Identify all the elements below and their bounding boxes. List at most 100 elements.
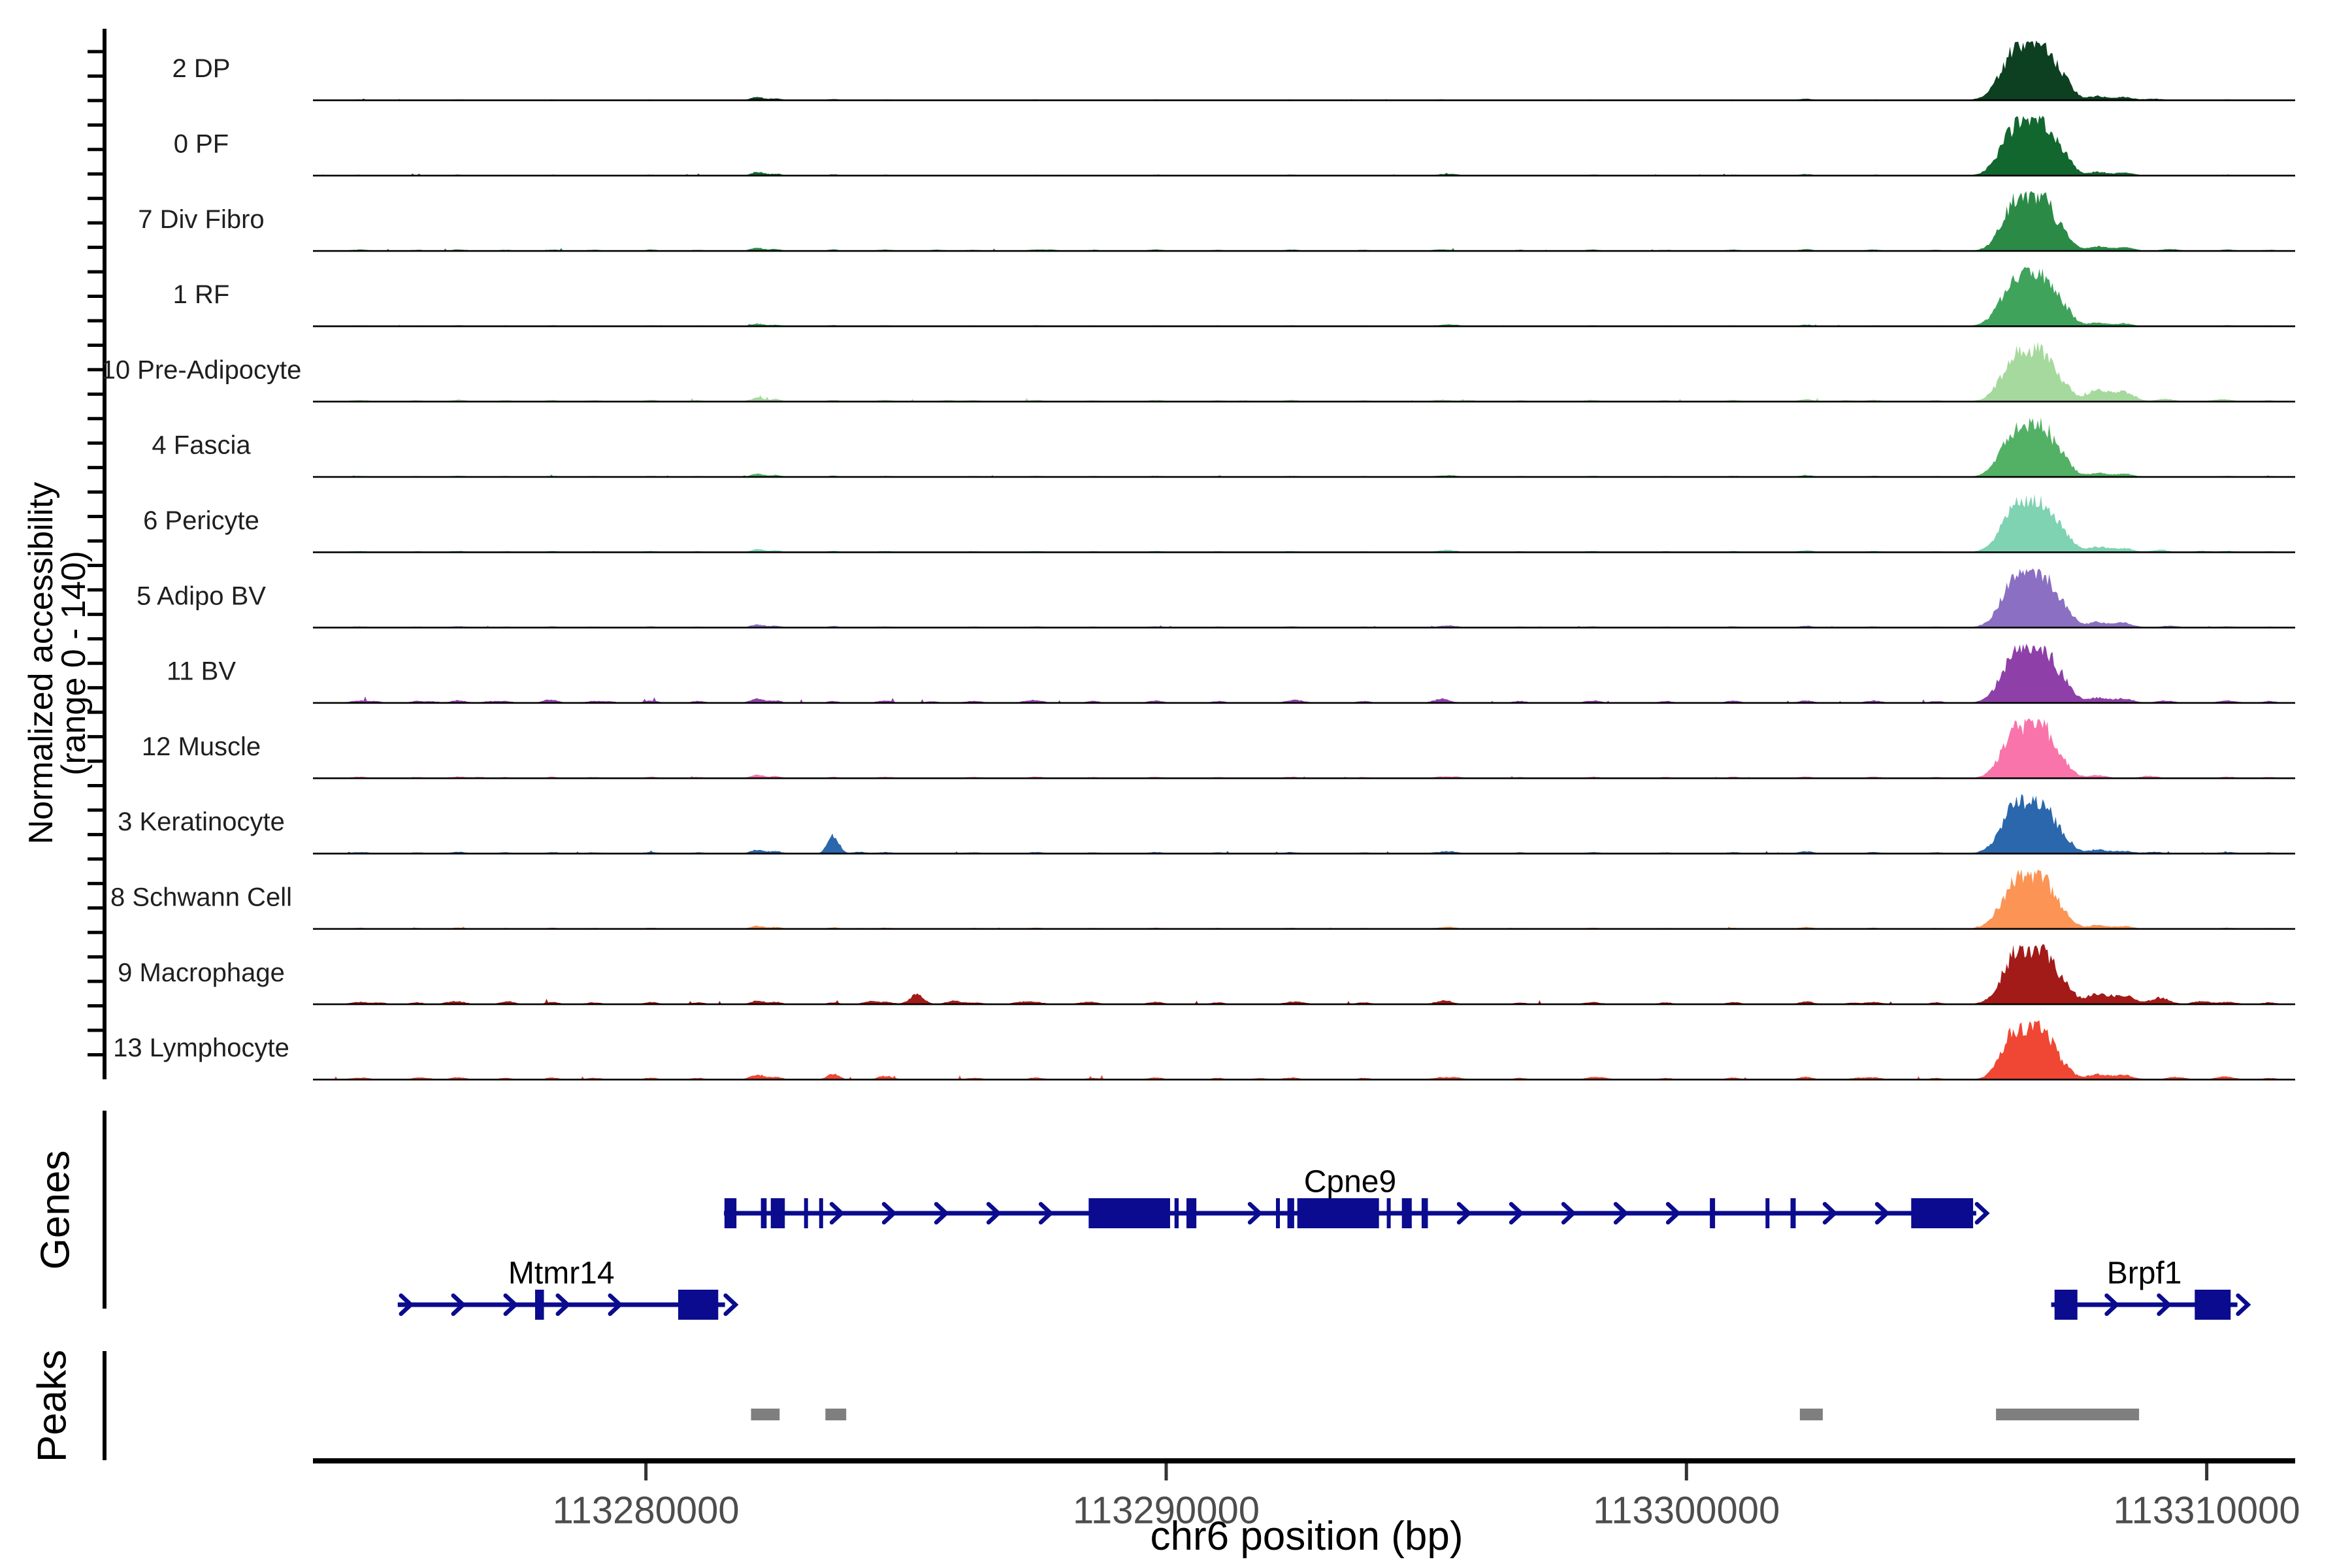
track-baseline	[313, 1003, 2295, 1005]
y-axis-tick	[88, 221, 103, 225]
y-axis-tick	[88, 710, 103, 714]
strand-arrow-icon	[1665, 1201, 1681, 1225]
track-label: 11 BV	[167, 657, 236, 686]
y-axis-tick	[88, 50, 103, 54]
y-axis-tick	[88, 1053, 103, 1056]
strand-arrow-icon	[555, 1293, 571, 1316]
gene-exon	[2195, 1290, 2231, 1320]
track-label: 10 Pre-Adipocyte	[101, 355, 302, 384]
gene-exon	[1088, 1198, 1170, 1228]
y-axis-tick	[88, 857, 103, 861]
coverage-track-area	[313, 494, 2295, 552]
strand-arrow-icon	[1974, 1201, 1990, 1225]
y-axis-tick	[88, 686, 103, 690]
y-axis-tick	[88, 343, 103, 347]
y-axis-tick	[88, 172, 103, 176]
gene-exon	[760, 1198, 767, 1228]
x-axis-line	[313, 1458, 2295, 1463]
strand-arrow-icon	[1509, 1201, 1524, 1225]
track-label: 3 Keratinocyte	[118, 808, 285, 836]
gene-exon	[804, 1198, 808, 1228]
peak-box	[1799, 1409, 1823, 1420]
gene-exon	[1710, 1198, 1716, 1228]
coverage-track-area	[313, 417, 2295, 477]
coverage-track-area	[313, 342, 2295, 402]
peaks-panel-label: Peaks	[30, 1350, 75, 1462]
gene-exon	[1421, 1198, 1428, 1228]
gene-label: Mtmr14	[508, 1256, 615, 1291]
strand-arrow-icon	[1561, 1201, 1576, 1225]
track-baseline	[313, 551, 2295, 553]
coverage-track-area	[313, 719, 2295, 778]
y-axis-label-line2: (range 0 - 140)	[55, 551, 93, 776]
y-axis-tick	[88, 74, 103, 78]
gene-exon	[1287, 1198, 1294, 1228]
x-tick	[644, 1463, 648, 1480]
track-baseline	[313, 627, 2295, 629]
x-tick-label: 113300000	[1593, 1490, 1780, 1532]
track-baseline	[313, 174, 2295, 177]
gene-body-line	[397, 1302, 725, 1307]
strand-arrow-icon	[934, 1201, 949, 1225]
track-baseline	[313, 250, 2295, 252]
y-axis-tick	[88, 392, 103, 396]
track-baseline	[313, 99, 2295, 101]
track-baseline	[313, 1079, 2295, 1081]
coverage-track-area	[313, 644, 2295, 703]
track-label: 6 Pericyte	[143, 506, 259, 535]
gene-exon	[678, 1290, 719, 1320]
x-tick	[1684, 1463, 1688, 1480]
strand-arrow-icon	[608, 1293, 623, 1316]
y-axis-tick	[88, 417, 103, 421]
peak-box	[751, 1409, 780, 1420]
strand-arrow-icon	[2157, 1293, 2172, 1316]
peaks-axis-line	[103, 1351, 106, 1460]
y-axis-tick	[88, 319, 103, 323]
track-baseline	[313, 928, 2295, 930]
track-label: 13 Lymphocyte	[113, 1034, 289, 1062]
gene-label: Cpne9	[1304, 1165, 1396, 1200]
y-axis-tick	[88, 930, 103, 934]
gene-model: Mtmr14	[397, 1256, 739, 1320]
coverage-track-area	[313, 191, 2295, 251]
track-label: 7 Div Fibro	[138, 205, 264, 234]
y-axis-tick	[88, 881, 103, 885]
gene-exon	[1401, 1198, 1412, 1228]
y-axis-tick	[88, 1028, 103, 1032]
y-axis-tick	[88, 539, 103, 543]
gene-exon	[1765, 1198, 1770, 1228]
y-axis-tick	[88, 441, 103, 445]
coverage-track-area	[313, 267, 2295, 327]
strand-arrow-icon	[1247, 1201, 1263, 1225]
y-axis-tick	[88, 99, 103, 103]
gene-exon	[1297, 1198, 1379, 1228]
peak-box	[1996, 1409, 2140, 1420]
coverage-track-area	[313, 568, 2295, 628]
strand-arrow-icon	[881, 1201, 897, 1225]
x-tick-label: 113280000	[553, 1490, 740, 1532]
track-label: 5 Adipo BV	[137, 581, 266, 610]
y-axis-tick	[88, 368, 103, 372]
track-label: 4 Fascia	[152, 431, 251, 460]
y-axis-tick	[88, 735, 103, 739]
gene-model: Cpne9	[724, 1165, 1990, 1228]
y-axis-tick	[88, 955, 103, 959]
y-axis-tick	[88, 148, 103, 152]
coverage-track-area	[313, 1020, 2295, 1080]
gene-exon	[819, 1198, 823, 1228]
gene-exon	[1790, 1198, 1796, 1228]
strand-arrow-icon	[829, 1201, 845, 1225]
track-label: 2 DP	[172, 54, 231, 83]
y-axis-tick	[88, 906, 103, 910]
y-axis-tick	[88, 515, 103, 519]
strand-arrow-icon	[986, 1201, 1002, 1225]
y-axis-tick	[88, 832, 103, 836]
genes-axis-line	[103, 1111, 106, 1309]
track-baseline	[313, 400, 2295, 402]
y-axis-tick	[88, 466, 103, 470]
strand-arrow-icon	[1038, 1201, 1054, 1225]
strand-arrow-icon	[1613, 1201, 1629, 1225]
genes-panel-label: Genes	[33, 1151, 78, 1270]
y-axis-tick	[88, 295, 103, 298]
y-axis-line	[103, 29, 106, 1079]
